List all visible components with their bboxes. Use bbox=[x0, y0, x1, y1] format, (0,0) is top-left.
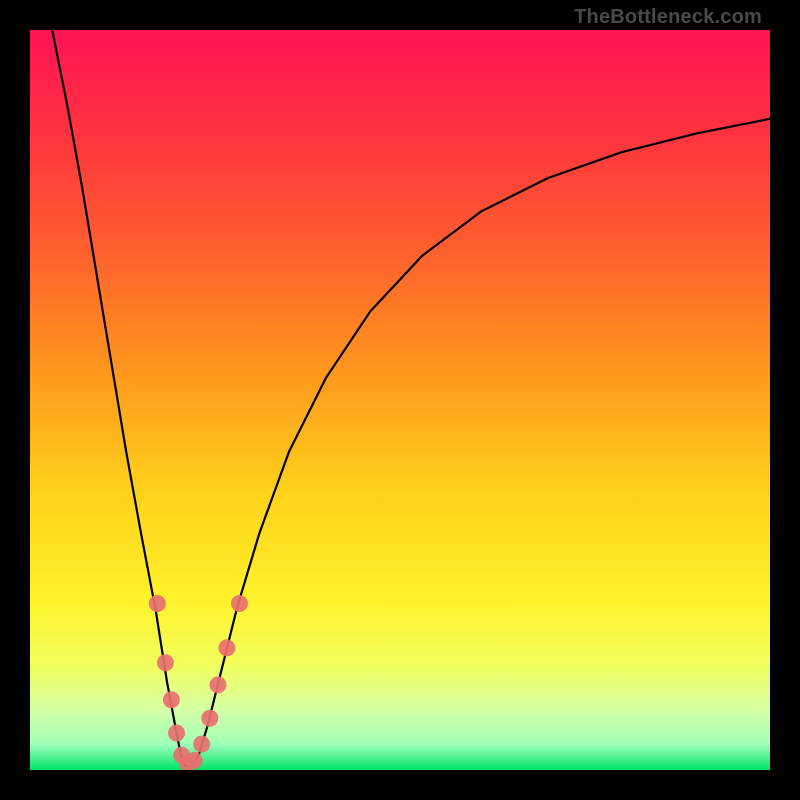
chart-svg bbox=[30, 30, 770, 770]
plot-area bbox=[30, 30, 770, 770]
bottleneck-curve bbox=[52, 30, 770, 766]
data-marker bbox=[186, 752, 203, 769]
data-marker bbox=[231, 595, 248, 612]
data-marker bbox=[149, 595, 166, 612]
data-marker bbox=[201, 710, 218, 727]
data-marker bbox=[209, 676, 226, 693]
data-marker bbox=[163, 691, 180, 708]
data-marker bbox=[168, 725, 185, 742]
data-marker bbox=[157, 654, 174, 671]
data-marker bbox=[193, 736, 210, 753]
watermark-text: TheBottleneck.com bbox=[574, 6, 762, 29]
data-marker bbox=[218, 639, 235, 656]
